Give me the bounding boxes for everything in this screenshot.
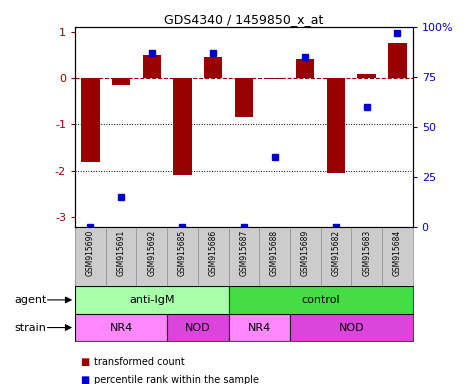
Text: GSM915682: GSM915682 [332, 230, 340, 276]
Text: GSM915685: GSM915685 [178, 230, 187, 276]
Text: ■: ■ [80, 358, 89, 367]
Text: GSM915686: GSM915686 [209, 230, 218, 276]
Text: control: control [301, 295, 340, 305]
Text: NR4: NR4 [248, 323, 271, 333]
Text: GSM915684: GSM915684 [393, 230, 402, 276]
Bar [75, 314, 167, 341]
Text: agent: agent [14, 295, 46, 305]
Text: NOD: NOD [185, 323, 211, 333]
Text: GSM915691: GSM915691 [117, 230, 126, 276]
Text: GSM915683: GSM915683 [362, 230, 371, 276]
Bar [234, 78, 253, 118]
Bar [388, 43, 407, 78]
Title: GDS4340 / 1459850_x_at: GDS4340 / 1459850_x_at [164, 13, 324, 26]
Text: ■: ■ [80, 375, 89, 384]
Bar [143, 55, 161, 78]
Bar [296, 60, 315, 78]
Bar [228, 314, 290, 341]
Bar [167, 314, 228, 341]
Text: GSM915688: GSM915688 [270, 230, 279, 276]
Text: transformed count: transformed count [94, 358, 184, 367]
Bar [81, 78, 99, 162]
Bar [173, 78, 192, 175]
Text: NOD: NOD [339, 323, 364, 333]
Text: percentile rank within the sample: percentile rank within the sample [94, 375, 259, 384]
Bar [357, 74, 376, 78]
Bar [327, 78, 345, 173]
Text: strain: strain [14, 323, 46, 333]
Bar [228, 286, 413, 314]
Bar [112, 78, 130, 85]
Bar [265, 78, 284, 79]
Text: GSM915687: GSM915687 [239, 230, 249, 276]
Bar [75, 286, 228, 314]
Text: GSM915690: GSM915690 [86, 230, 95, 276]
Text: GSM915689: GSM915689 [301, 230, 310, 276]
Text: NR4: NR4 [109, 323, 133, 333]
Text: GSM915692: GSM915692 [147, 230, 156, 276]
Text: anti-IgM: anti-IgM [129, 295, 174, 305]
Bar [204, 57, 222, 78]
Bar [290, 314, 413, 341]
